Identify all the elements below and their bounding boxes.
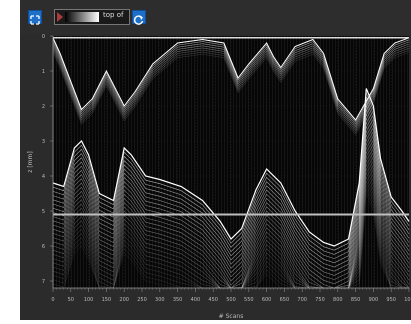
x-tick-label: 300	[155, 297, 165, 303]
grid	[52, 35, 410, 288]
x-tick-label: 700	[297, 297, 307, 303]
palette-picker[interactable]: top of	[54, 9, 130, 25]
y-tick-label: 6	[42, 244, 45, 250]
x-tick-label: 0	[51, 297, 54, 303]
x-tick-label: 750	[315, 297, 325, 303]
refresh-icon	[133, 15, 144, 25]
top-surface-echo	[52, 47, 410, 132]
top-surface-echo	[52, 41, 410, 125]
y-tick-label: 1	[42, 69, 45, 75]
x-tick-label: 150	[102, 297, 112, 303]
y-tick-label: 5	[42, 209, 45, 215]
bottom-surface-echo	[52, 134, 410, 289]
top-surface-line	[52, 37, 410, 121]
bscan-plot-area: 0 50 100 150 200 250 300 350 400 450 500 550 600 650 7…	[20, 34, 411, 320]
palette-ramp	[65, 12, 99, 22]
x-tick-label: 200	[119, 297, 129, 303]
top-surface-echo	[52, 39, 410, 123]
y-tick-label: 4	[42, 174, 45, 180]
palette-picker-icon	[57, 12, 63, 22]
x-tick-label: 100	[84, 297, 94, 303]
bottom-surface-echo	[52, 117, 410, 276]
x-tick-label: 600	[262, 297, 272, 303]
y-tick-label: 2	[42, 104, 45, 110]
top-surface-echo	[52, 52, 410, 136]
y-tick-label: 3	[42, 139, 45, 145]
bscan-chart[interactable]: 0 50 100 150 200 250 300 350 400 450 500 550 600 650 7…	[20, 34, 411, 320]
x-tick-label: 550	[244, 297, 254, 303]
y-tick-label: 7	[42, 279, 45, 285]
top-surface-echo	[52, 43, 410, 127]
bottom-surface-echo	[52, 130, 410, 289]
x-tick-label: 100	[404, 297, 411, 303]
bottom-surface-echo	[52, 138, 410, 289]
bottom-surface-echo	[52, 121, 410, 280]
x-tick-label: 800	[333, 297, 343, 303]
fit-view-icon	[30, 15, 40, 25]
x-tick-label: 500	[226, 297, 236, 303]
surfaces	[52, 37, 410, 289]
bottom-surface-echo	[52, 142, 410, 289]
bottom-surface-echo	[52, 126, 410, 285]
x-tick-label: 950	[386, 297, 396, 303]
top-surface-echo	[52, 45, 410, 129]
x-tick-label: 50	[68, 297, 74, 303]
bottom-surface-echo	[52, 96, 410, 255]
palette-label: top of	[103, 11, 124, 19]
bottom-surface-echo	[52, 147, 410, 289]
x-tick-label: 650	[280, 297, 290, 303]
x-tick-label: 450	[208, 297, 218, 303]
app-window: top of 0 50 100 150 200 2	[20, 0, 411, 320]
x-tick-label: 850	[351, 297, 361, 303]
bottom-surface-line	[52, 88, 410, 247]
refresh-button[interactable]	[132, 10, 146, 25]
x-tick-label: 250	[137, 297, 147, 303]
toolbar: top of	[20, 0, 411, 34]
axes: 0 50 100 150 200 250 300 350 400 450 500 550 600 650 7…	[42, 34, 411, 303]
y-tick-label: 0	[42, 34, 45, 40]
x-tick-label: 900	[369, 297, 379, 303]
y-axis-label: z [mm]	[27, 151, 34, 172]
x-tick-label: 350	[173, 297, 183, 303]
fit-view-button[interactable]	[28, 10, 42, 25]
top-surface-echo	[52, 50, 410, 134]
bottom-surface-echo	[52, 113, 410, 272]
x-tick-label: 400	[191, 297, 201, 303]
x-axis-label: # Scans	[219, 313, 244, 320]
